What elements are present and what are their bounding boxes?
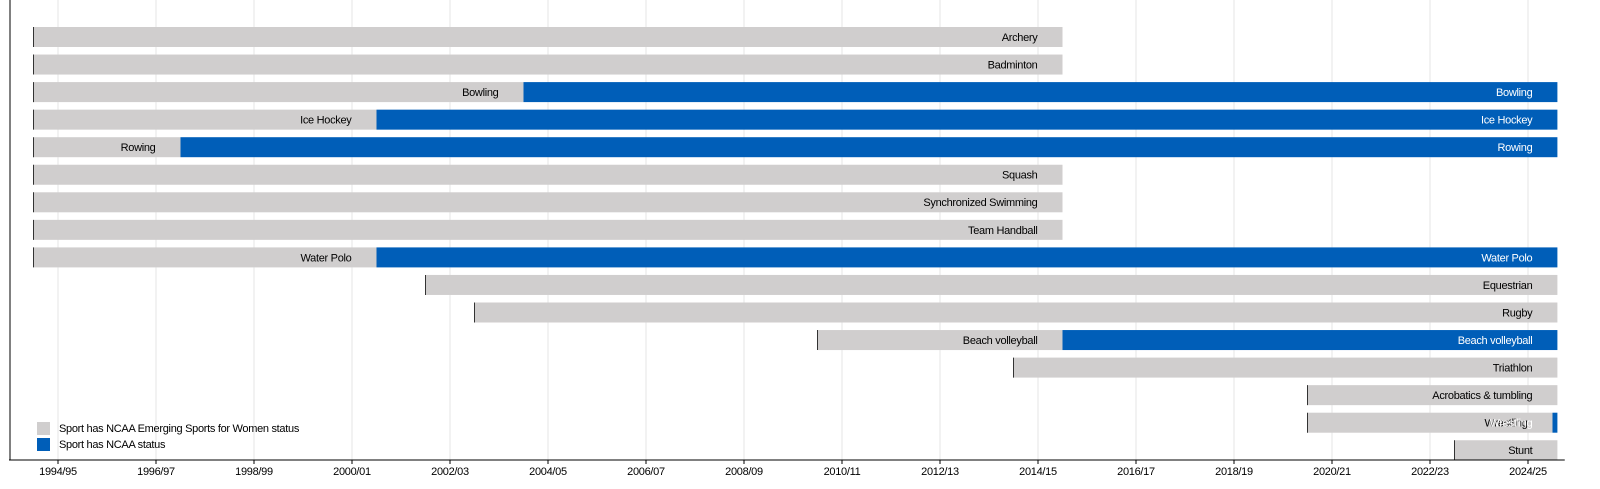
- x-tick-label: 2000/01: [333, 466, 371, 478]
- x-tick-label: 2010/11: [824, 466, 861, 478]
- bar-label: Synchronized Swimming: [923, 197, 1037, 209]
- bar-label: Water Polo: [300, 252, 351, 264]
- x-tick-label: 2022/23: [1411, 466, 1449, 478]
- bar: [1552, 412, 1558, 433]
- bar-label: Rowing: [1498, 142, 1533, 154]
- bar: [33, 192, 1063, 213]
- x-tick-label: 2024/25: [1509, 466, 1547, 478]
- x-tick-label: 1996/97: [137, 466, 175, 478]
- bar: [33, 247, 377, 268]
- bar-label: Wrestling: [1489, 418, 1532, 430]
- bar: [425, 274, 1558, 295]
- legend-label: Sport has NCAA status: [59, 439, 166, 451]
- bar: [33, 54, 1063, 75]
- bar-label: Water Polo: [1481, 252, 1532, 264]
- bar: [1062, 330, 1558, 351]
- bar-label: Ice Hockey: [1481, 115, 1533, 127]
- x-tick-label: 1998/99: [235, 466, 273, 478]
- bar-label: Equestrian: [1483, 280, 1533, 292]
- bar-label: Ice Hockey: [300, 115, 352, 127]
- bar: [376, 247, 1558, 268]
- bar: [1454, 440, 1558, 461]
- x-tick-label: 2006/07: [627, 466, 665, 478]
- bar-label: Rugby: [1502, 307, 1533, 319]
- bar-label: Rowing: [121, 142, 156, 154]
- bar: [1013, 357, 1558, 378]
- legend-swatch: [37, 422, 50, 435]
- x-tick-label: 2020/21: [1313, 466, 1351, 478]
- bar: [33, 109, 377, 130]
- bar-label: Stunt: [1508, 445, 1532, 457]
- bar: [33, 219, 1063, 240]
- bar-label: Squash: [1002, 170, 1038, 182]
- bar-label: Bowling: [1496, 87, 1533, 99]
- legend-swatch: [37, 438, 50, 451]
- x-tick-label: 2016/17: [1117, 466, 1155, 478]
- bar: [180, 137, 1558, 158]
- bar: [33, 82, 524, 103]
- bar: [817, 330, 1063, 351]
- bar: [1307, 385, 1558, 406]
- x-tick-label: 2018/19: [1215, 466, 1253, 478]
- x-tick-label: 2012/13: [921, 466, 959, 478]
- bar: [33, 27, 1063, 47]
- bar-label: Archery: [1002, 32, 1039, 44]
- x-tick-label: 2008/09: [725, 466, 763, 478]
- bar-label: Team Handball: [968, 225, 1037, 237]
- bar-label: Bowling: [462, 87, 499, 99]
- x-tick-label: 2002/03: [431, 466, 469, 478]
- x-tick-label: 1994/95: [39, 466, 77, 478]
- legend-label: Sport has NCAA Emerging Sports for Women…: [59, 423, 300, 435]
- bar-label: Triathlon: [1493, 363, 1533, 375]
- bar-label: Acrobatics & tumbling: [1432, 390, 1532, 402]
- bar: [523, 82, 1558, 103]
- bar: [474, 302, 1558, 323]
- bar-label: Beach volleyball: [963, 335, 1038, 347]
- x-tick-label: 2004/05: [529, 466, 567, 478]
- bar-label: Wrestling: [1485, 418, 1528, 430]
- x-tick-label: 2014/15: [1019, 466, 1057, 478]
- bar: [33, 164, 1063, 185]
- bar: [1307, 412, 1553, 433]
- bar: [33, 137, 181, 158]
- bar-label: Badminton: [988, 59, 1038, 71]
- bar-label: Beach volleyball: [1458, 335, 1533, 347]
- bar: [376, 109, 1558, 130]
